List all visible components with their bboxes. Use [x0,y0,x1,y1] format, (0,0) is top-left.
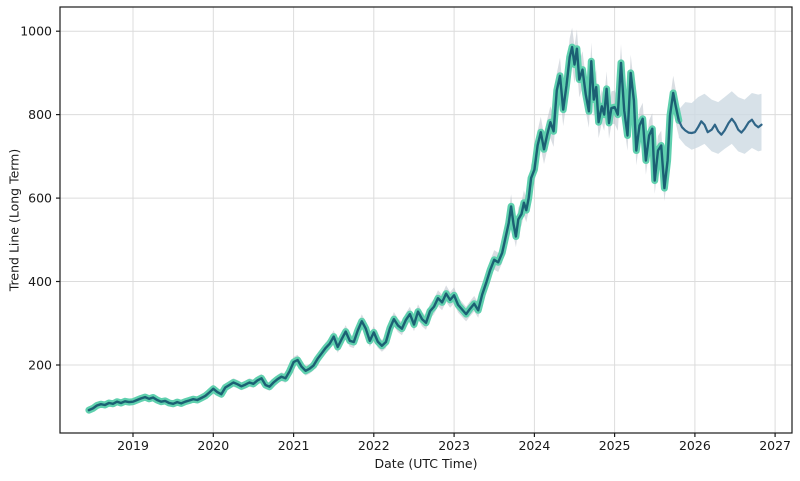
x-tick-label: 2027 [759,438,791,453]
y-axis-label: Trend Line (Long Term) [6,148,22,292]
plot-border [59,6,793,434]
x-tick-label: 2026 [679,438,711,453]
y-tick-label: 800 [28,107,52,122]
y-tick-label: 600 [28,191,52,206]
forecast-series-line [677,117,763,136]
x-tick-label: 2022 [358,438,390,453]
x-axis-label: Date (UTC Time) [374,456,478,471]
x-tick-label: 2019 [117,438,149,453]
x-tick-label: 2024 [518,438,550,453]
x-tick-label: 2021 [278,438,310,453]
x-tick-label: 2025 [599,438,631,453]
x-tick-label: 2023 [438,438,470,453]
forecast-confidence-band [678,91,762,154]
y-tick-label: 400 [28,274,52,289]
y-tick-label: 1000 [20,24,52,39]
y-tick-label: 200 [28,358,52,373]
historical-series-line [87,45,680,412]
x-tick-label: 2020 [197,438,229,453]
